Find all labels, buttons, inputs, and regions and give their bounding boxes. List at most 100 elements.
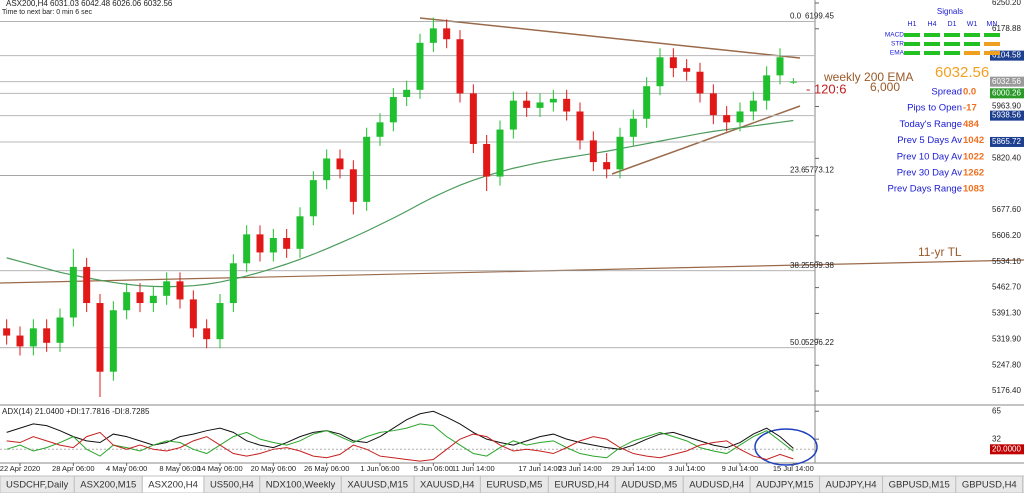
tab-label[interactable]: GBPUSD,H4	[962, 480, 1017, 491]
x-tick-label: 28 Apr 06:00	[52, 464, 95, 473]
candle-body	[616, 136, 624, 170]
y-tick-label: 5606.20	[992, 231, 1021, 240]
tab-label[interactable]: AUDUSD,M5	[621, 480, 677, 491]
candle-body	[536, 102, 544, 108]
y-tick-label: 5820.40	[992, 153, 1021, 162]
tab-label[interactable]: AUDJPY,M15	[756, 480, 813, 491]
candle-body	[576, 111, 584, 141]
tab[interactable]	[1022, 475, 1024, 493]
level-label: 6032.56	[992, 77, 1021, 86]
tab-label[interactable]: NDX100,Weekly	[266, 480, 336, 491]
indicator-line	[6, 423, 794, 459]
candle-body	[563, 98, 571, 112]
signal-cell	[984, 42, 1000, 46]
info-label: Prev 5 Days Av	[897, 135, 962, 146]
signals-row-label: STR	[891, 41, 904, 48]
candle-body	[29, 328, 37, 347]
level-annotation: 6,000	[870, 80, 900, 94]
candle-body	[323, 158, 331, 181]
candle-body	[709, 93, 717, 116]
y-tick-label: 5391.30	[992, 309, 1021, 318]
fib-price: 5296.22	[805, 338, 834, 347]
candle-body	[389, 97, 397, 123]
tab-label[interactable]: ASX200,H4	[148, 480, 198, 491]
signal-cell	[924, 42, 940, 46]
candle-body	[403, 89, 411, 98]
tab-label[interactable]: USDCHF,Daily	[6, 480, 69, 491]
candle-body	[749, 100, 757, 112]
x-tick-label: 9 Jul 14:00	[722, 464, 759, 473]
tab-label[interactable]: XAUUSD,H4	[420, 480, 474, 491]
candle-body	[523, 100, 531, 108]
tab-label[interactable]: EURUSD,M5	[486, 480, 542, 491]
current-price: 6032.56	[935, 64, 989, 81]
signal-cell	[964, 33, 980, 37]
x-tick-label: 14 May 06:00	[197, 464, 242, 473]
candle-body	[429, 28, 437, 43]
candle-body	[336, 158, 344, 170]
fib-price: 5773.12	[805, 166, 834, 175]
signal-cell	[984, 33, 1000, 37]
y-tick-label: 65	[992, 406, 1001, 415]
level-label: 20.0000	[992, 444, 1021, 453]
fib-level: 50.0	[790, 338, 806, 347]
level-label: 6000.26	[992, 88, 1021, 97]
tab-label[interactable]: ASX200,M15	[80, 480, 136, 491]
signals-row-label: EMA	[890, 50, 905, 57]
candle-body	[216, 303, 224, 340]
candle-body	[163, 281, 171, 296]
tab-label[interactable]: AUDUSD,H4	[689, 480, 744, 491]
signals-row-label: MACD	[885, 32, 904, 39]
candle-body	[443, 28, 451, 40]
x-tick-label: 4 May 06:00	[106, 464, 147, 473]
candle-body	[349, 169, 357, 202]
candle-body	[109, 310, 117, 372]
tab-label[interactable]: EURUSD,H4	[554, 480, 609, 491]
level-box	[990, 136, 1024, 147]
signals-title: Signals	[937, 7, 963, 16]
y-tick-label: 6250.20	[992, 0, 1021, 7]
candle-body	[16, 335, 24, 347]
candle-body	[549, 98, 557, 103]
y-tick-label: 5247.80	[992, 360, 1021, 369]
level-box	[990, 110, 1024, 121]
candle-body	[696, 71, 704, 94]
x-tick-label: 29 Jun 14:00	[612, 464, 655, 473]
candle-body	[176, 281, 184, 300]
info-label: Pips to Open	[907, 103, 962, 114]
signals-column: W1	[967, 21, 978, 28]
level-label: 6104.58	[992, 51, 1021, 60]
candle-body	[603, 162, 611, 170]
trendline-11yr	[0, 259, 1024, 284]
candle-body	[363, 136, 371, 202]
signals-column: H4	[928, 21, 937, 28]
info-value: 1083	[963, 184, 984, 195]
candle-body	[669, 57, 677, 69]
x-tick-label: 11 Jun 14:00	[452, 464, 495, 473]
candle-body	[96, 303, 104, 372]
candle-body	[203, 328, 211, 340]
x-tick-label: 20 May 06:00	[251, 464, 296, 473]
candle-body	[483, 144, 491, 177]
level-label: 5865.72	[992, 137, 1021, 146]
tab-label[interactable]: US500,H4	[210, 480, 254, 491]
indicator-line	[6, 431, 794, 462]
y-tick-label: 5677.60	[992, 205, 1021, 214]
tab-label[interactable]: XAUUSD,M15	[347, 480, 408, 491]
chart-header: ASX200,H4 6031.03 6042.48 6026.06 6032.5…	[6, 0, 173, 8]
signal-cell	[904, 42, 920, 46]
candle-body	[469, 93, 477, 145]
signal-cell	[984, 51, 1000, 55]
candle-body	[736, 111, 744, 123]
level-box	[990, 76, 1024, 87]
candle-body	[243, 234, 251, 264]
candle-body	[296, 216, 304, 249]
tab-label[interactable]: AUDJPY,H4	[826, 480, 877, 491]
info-value: -17	[963, 103, 977, 114]
candle-body	[416, 42, 424, 90]
fib-level: 23.6	[790, 166, 806, 175]
candle-body	[283, 237, 291, 249]
candle-body	[136, 292, 144, 304]
tab-label[interactable]: GBPUSD,M15	[889, 480, 950, 491]
